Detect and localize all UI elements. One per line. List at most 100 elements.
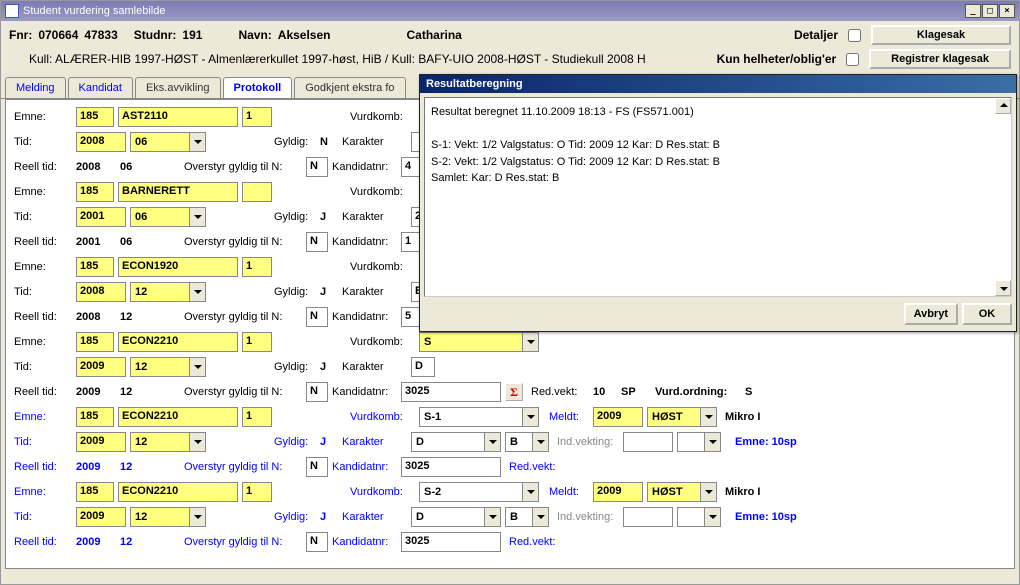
emne-code[interactable]: 185 (76, 182, 114, 202)
reell-mnd: 12 (120, 311, 150, 323)
tid-year[interactable]: 2009 (76, 357, 126, 377)
overstyr-value[interactable]: N (306, 232, 328, 252)
vurdkomb-select[interactable]: S-1 (419, 407, 539, 427)
karakter-label: Karakter (342, 286, 407, 298)
emne-nr[interactable]: 1 (242, 107, 272, 127)
overstyr-value[interactable]: N (306, 307, 328, 327)
overstyr-label: Overstyr gyldig til N: (184, 161, 302, 173)
overstyr-value[interactable]: N (306, 457, 328, 477)
dialog-scroll-down[interactable] (995, 280, 1011, 296)
kun-helheter-check[interactable] (846, 53, 859, 66)
close-button[interactable]: × (999, 4, 1015, 18)
tid-month-select[interactable]: 12 (130, 282, 206, 302)
dialog-scroll-up[interactable] (995, 98, 1011, 114)
emne-name[interactable]: BARNERETT (118, 182, 238, 202)
dialog-avbryt-button[interactable]: Avbryt (904, 303, 958, 325)
tid-year[interactable]: 2001 (76, 207, 126, 227)
sp-label: SP (621, 386, 651, 398)
meldt-label: Meldt: (549, 411, 589, 423)
emne-name[interactable]: ECON2210 (118, 332, 238, 352)
kandidatnr-value[interactable]: 3025 (401, 457, 501, 477)
fnr-label: Fnr: (9, 28, 32, 42)
emne-nr[interactable]: 1 (242, 332, 272, 352)
tab-godkjent[interactable]: Godkjent ekstra fo (294, 77, 405, 98)
karakter-2[interactable]: B (505, 507, 549, 527)
tid-year[interactable]: 2009 (76, 432, 126, 452)
tid-month-select[interactable]: 12 (130, 357, 206, 377)
dialog-ok-button[interactable]: OK (962, 303, 1012, 325)
kandidatnr-value[interactable]: 3025 (401, 532, 501, 552)
vurdkomb-label: Vurdkomb: (350, 261, 415, 273)
vurdkomb-select[interactable]: S (419, 332, 539, 352)
tab-eks[interactable]: Eks.avvikling (135, 77, 221, 98)
reell-year: 2001 (76, 236, 116, 248)
reell-mnd: 12 (120, 536, 150, 548)
emne-code[interactable]: 185 (76, 407, 114, 427)
reell-label: Reell tid: (14, 386, 72, 398)
meldt-sem-select[interactable]: HØST (647, 482, 717, 502)
vurdkomb-label: Vurdkomb: (350, 111, 415, 123)
tid-year[interactable]: 2009 (76, 507, 126, 527)
kun-helheter-label: Kun helheter/oblig'er (717, 52, 837, 66)
mikro-label: Mikro I (725, 411, 760, 423)
overstyr-value[interactable]: N (306, 382, 328, 402)
karakter-value[interactable]: D (411, 357, 435, 377)
tid-month-select[interactable]: 12 (130, 507, 206, 527)
tid-month-select[interactable]: 06 (130, 207, 206, 227)
sigma-button[interactable]: Σ (505, 383, 523, 401)
navn-label: Navn: (238, 28, 271, 42)
emne-name[interactable]: ECON1920 (118, 257, 238, 277)
emne-nr[interactable]: 1 (242, 482, 272, 502)
meldt-sem-select[interactable]: HØST (647, 407, 717, 427)
karakter-value[interactable]: D (411, 432, 501, 452)
emne-nr[interactable]: 1 (242, 407, 272, 427)
tid-year[interactable]: 2008 (76, 282, 126, 302)
tab-kandidat[interactable]: Kandidat (68, 77, 133, 98)
karakter-value[interactable]: D (411, 507, 501, 527)
minimize-button[interactable]: _ (965, 4, 981, 18)
kandidatnr-label: Kandidatnr: (332, 236, 397, 248)
dialog-line2: S-1: Vekt: 1/2 Valgstatus: O Tid: 2009 1… (431, 137, 1005, 154)
gyldig-value: J (320, 361, 338, 373)
meldt-year[interactable]: 2009 (593, 407, 643, 427)
overstyr-label: Overstyr gyldig til N: (184, 386, 302, 398)
indvekting-dd[interactable] (677, 507, 721, 527)
emne-nr[interactable] (242, 182, 272, 202)
studnr-label: Studnr: (134, 28, 177, 42)
gyldig-value: J (320, 436, 338, 448)
meldt-year[interactable]: 2009 (593, 482, 643, 502)
emne-name[interactable]: AST2110 (118, 107, 238, 127)
indvekting-val[interactable] (623, 432, 673, 452)
emne-code[interactable]: 185 (76, 482, 114, 502)
kandidatnr-value[interactable]: 3025 (401, 382, 501, 402)
mikro-label: Mikro I (725, 486, 760, 498)
reell-mnd: 12 (120, 386, 150, 398)
gyldig-value: J (320, 211, 338, 223)
overstyr-value[interactable]: N (306, 532, 328, 552)
overstyr-value[interactable]: N (306, 157, 328, 177)
detaljer-check[interactable] (848, 29, 861, 42)
tab-protokoll[interactable]: Protokoll (223, 77, 293, 98)
emne-name[interactable]: ECON2210 (118, 482, 238, 502)
reell-mnd: 06 (120, 236, 150, 248)
vurdkomb-select[interactable]: S-2 (419, 482, 539, 502)
klagesak-button[interactable]: Klagesak (871, 25, 1011, 45)
tid-month-select[interactable]: 12 (130, 432, 206, 452)
tid-label: Tid: (14, 136, 72, 148)
tid-year[interactable]: 2008 (76, 132, 126, 152)
indvekting-val[interactable] (623, 507, 673, 527)
tid-label: Tid: (14, 286, 72, 298)
indvekting-dd[interactable] (677, 432, 721, 452)
karakter-2[interactable]: B (505, 432, 549, 452)
emne-code[interactable]: 185 (76, 107, 114, 127)
maximize-button[interactable]: □ (982, 4, 998, 18)
emne-code[interactable]: 185 (76, 257, 114, 277)
registrer-button[interactable]: Registrer klagesak (869, 49, 1011, 69)
emne-nr[interactable]: 1 (242, 257, 272, 277)
emne-name[interactable]: ECON2210 (118, 407, 238, 427)
gyldig-label: Gyldig: (274, 211, 316, 223)
navn1: Akselsen (278, 28, 331, 42)
tab-melding[interactable]: Melding (5, 77, 66, 98)
tid-month-select[interactable]: 06 (130, 132, 206, 152)
emne-code[interactable]: 185 (76, 332, 114, 352)
